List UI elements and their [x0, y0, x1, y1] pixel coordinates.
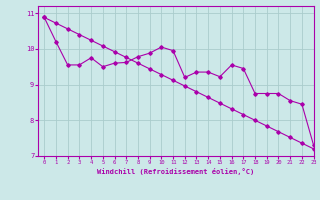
X-axis label: Windchill (Refroidissement éolien,°C): Windchill (Refroidissement éolien,°C)	[97, 168, 255, 175]
